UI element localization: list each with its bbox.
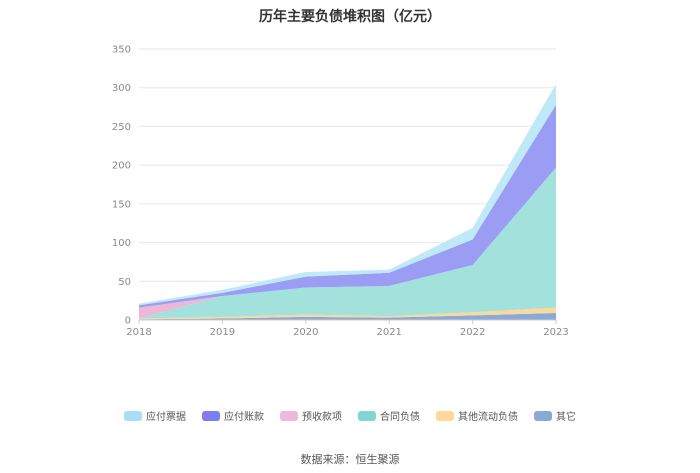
area-series-其它 [139, 313, 556, 320]
x-tick-label: 2019 [210, 327, 235, 338]
legend-label: 其它 [556, 412, 576, 423]
y-tick-label: 200 [112, 161, 131, 172]
axes: 0 50 100 150 200 250 300 350 2018 2019 2020 2021 202… [112, 45, 569, 339]
y-tick-label: 100 [112, 238, 131, 249]
legend-label: 合同负债 [380, 412, 420, 423]
area-series-合同负债 [139, 167, 556, 319]
legend-item[interactable]: 预收款项 [280, 408, 342, 423]
x-tick-label: 2018 [126, 327, 151, 338]
area-series-预收款项 [139, 167, 556, 319]
legend-swatch [280, 410, 298, 421]
y-tick-label: 50 [118, 277, 131, 288]
data-source: 数据来源：恒生聚源 [300, 453, 400, 466]
y-tick-label: 150 [112, 199, 131, 210]
legend-item[interactable]: 其他流动负债 [436, 408, 518, 423]
y-tick-label: 300 [112, 83, 131, 94]
legend-swatch [358, 410, 376, 421]
chart-title: 历年主要负债堆积图（亿元） [259, 9, 441, 25]
legend-label: 应付账款 [224, 412, 264, 423]
legend-swatch [534, 410, 552, 421]
legend-swatch [202, 410, 220, 421]
y-tick-label: 0 [125, 316, 131, 327]
area-series-应付账款 [139, 104, 556, 308]
area-series-其他流动负债 [139, 307, 556, 320]
legend-label: 应付票据 [146, 412, 186, 423]
legend-item[interactable]: 合同负债 [358, 408, 420, 423]
legend-item[interactable]: 其它 [534, 408, 576, 423]
y-tick-label: 350 [112, 45, 131, 56]
x-tick-label: 2023 [543, 327, 568, 338]
legend: 应付票据 应付账款 预收款项 合同负债 其他流动负债 其它 [0, 408, 700, 423]
x-tick-label: 2021 [376, 327, 401, 338]
y-tick-label: 250 [112, 122, 131, 133]
legend-label: 预收款项 [302, 412, 342, 423]
x-tick-label: 2020 [293, 327, 318, 338]
legend-swatch [436, 410, 454, 421]
legend-item[interactable]: 应付票据 [124, 408, 186, 423]
area-series-group [139, 83, 556, 320]
legend-swatch [124, 410, 142, 421]
stacked-area-chart: 0 50 100 150 200 250 300 350 2018 2019 2020 2021 202… [112, 45, 569, 339]
legend-label: 其他流动负债 [458, 412, 518, 423]
x-tick-label: 2022 [460, 327, 485, 338]
legend-item[interactable]: 应付账款 [202, 408, 264, 423]
